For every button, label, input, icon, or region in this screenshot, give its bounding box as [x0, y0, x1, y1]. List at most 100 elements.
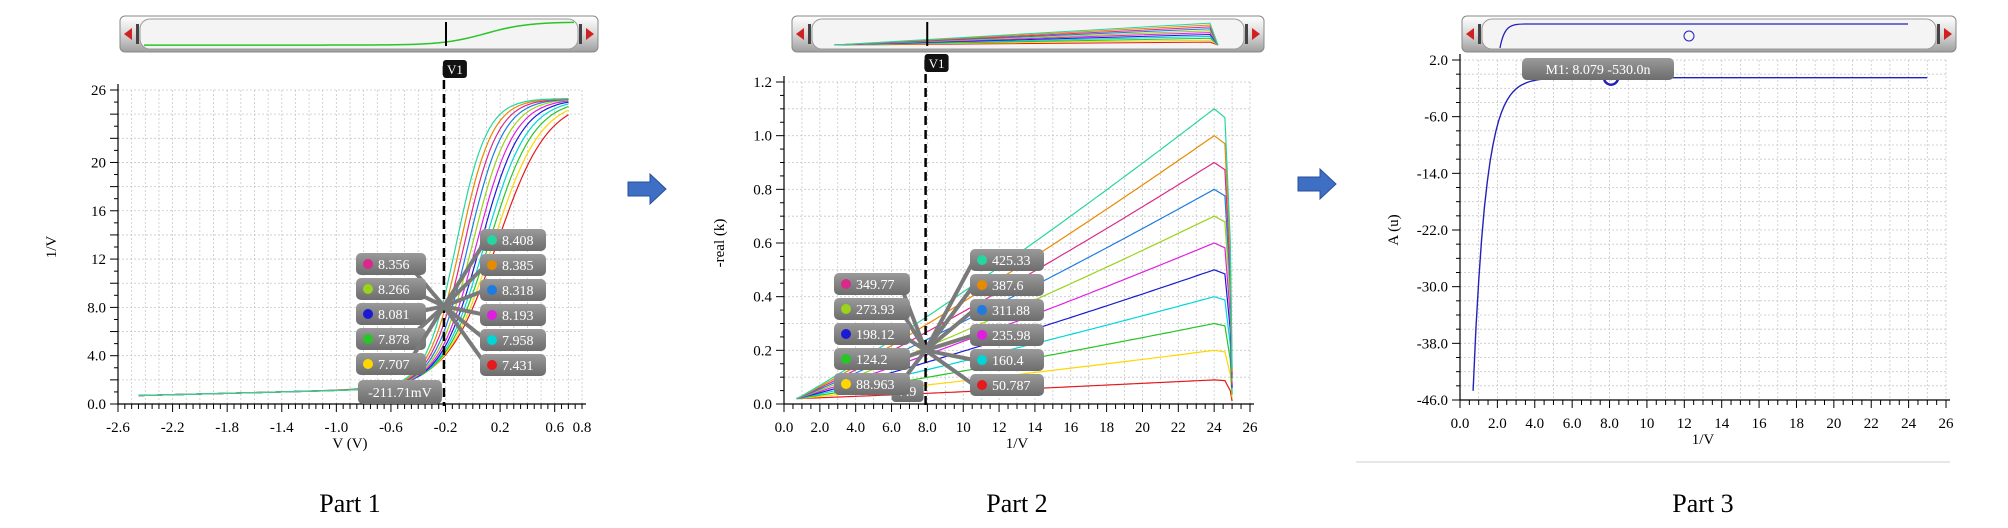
- scroll-right-icon[interactable]: [1252, 28, 1260, 40]
- label-dot-icon: [841, 354, 851, 364]
- cursor-readout-box: [357, 380, 442, 404]
- x-tick-label: 2.0: [810, 420, 829, 436]
- scroll-grip-right-icon: [579, 24, 582, 44]
- label-leader: [442, 263, 488, 308]
- series-line-s2: [138, 109, 569, 397]
- scrollbar-thumb[interactable]: [139, 18, 579, 50]
- label-dot-icon: [363, 309, 373, 319]
- overview-trace: [1499, 23, 1908, 49]
- scroll-grip-left-icon: [808, 24, 811, 44]
- label-box: [480, 229, 546, 251]
- x-axis-label: V (V): [332, 436, 367, 452]
- label-leader: [924, 333, 975, 353]
- label-value: 7.707: [378, 358, 410, 373]
- overview-scrollbar[interactable]: [791, 15, 1265, 53]
- x-tick-label: 16: [1063, 420, 1079, 436]
- overview-cursor: [445, 22, 447, 46]
- y-tick-label: 2.0: [1429, 53, 1448, 69]
- label-dot-icon: [487, 285, 497, 295]
- x-tick-label: -1.8: [215, 420, 239, 436]
- label-box: [834, 323, 910, 345]
- x-minor-ticks: [117, 404, 583, 412]
- label-box: [834, 348, 910, 370]
- x-tick-label: 22: [1171, 420, 1186, 436]
- x-tick-label: 18: [1789, 416, 1804, 432]
- label-value: 8.385: [502, 259, 534, 274]
- x-tick-label: 22: [1864, 416, 1879, 432]
- scroll-right-icon[interactable]: [586, 28, 594, 40]
- x-tick-label: -0.6: [379, 420, 403, 436]
- label-value: 349.77: [856, 278, 895, 293]
- series-line-s11: [138, 98, 569, 397]
- marker-label: M1: 8.079 -530.0n: [1546, 63, 1651, 78]
- value-labels: 8.356 8.266 8.081 7.878 7.707 8.408 8.385 8.318…: [356, 229, 546, 376]
- label-box: [970, 324, 1044, 346]
- y-tick-label: -46.0: [1417, 393, 1448, 409]
- panel-3: 0.0 2.0 4.0 6.0 8.0 10 12 14 16 18 20 22 24 26 2.0 -6.0…: [1356, 15, 1957, 518]
- overview-scrollbar[interactable]: [1461, 15, 1957, 53]
- label-leader: [442, 305, 488, 367]
- arrow-right-icon: [627, 172, 667, 206]
- label-leader: [442, 238, 488, 308]
- x-axis-label: 1/V: [1692, 432, 1715, 448]
- y-tick-label: -22.0: [1417, 223, 1448, 239]
- y-tick-label: 0.6: [753, 236, 772, 252]
- cursor-readout: -211.71mV: [368, 386, 432, 401]
- scroll-left-icon[interactable]: [796, 28, 804, 40]
- x-tick-label: 0.6: [545, 420, 564, 436]
- label-value: 88.963: [856, 378, 895, 393]
- y-tick-label: -14.0: [1417, 166, 1448, 182]
- label-leader: [925, 348, 975, 362]
- scroll-grip-left-icon: [1478, 24, 1481, 44]
- scroll-left-icon[interactable]: [1466, 28, 1474, 40]
- x-tick-label: 0.0: [1451, 416, 1470, 432]
- overview-marker-icon: [1683, 30, 1695, 42]
- y-axis-label: -real (k): [712, 219, 728, 268]
- cursor-label: V1: [929, 56, 945, 71]
- y-tick-label: 1.2: [753, 75, 772, 91]
- label-dot-icon: [977, 380, 987, 390]
- x-tick-label: -1.4: [270, 420, 294, 436]
- y-tick-label: 0.0: [753, 397, 772, 413]
- label-dot-icon: [977, 255, 987, 265]
- y-tick-label: 0.4: [753, 290, 772, 306]
- label-dot-icon: [841, 329, 851, 339]
- overview-cursor: [926, 22, 929, 46]
- label-dot-icon: [841, 379, 851, 389]
- label-value: 7.878: [378, 333, 410, 348]
- label-box: [970, 249, 1044, 271]
- scroll-left-icon[interactable]: [124, 28, 132, 40]
- panel-caption: Part 2: [986, 489, 1047, 518]
- panel-1: -2.6 -2.2 -1.8 -1.4 -1.0 -0.6 -0.2 0.2 0.6 0.8 0.0…: [44, 15, 599, 518]
- overview-scrollbar[interactable]: [119, 15, 599, 53]
- label-value: 50.787: [992, 379, 1031, 394]
- label-value: 311.88: [992, 304, 1030, 319]
- label-box: [480, 279, 546, 301]
- label-dot-icon: [977, 305, 987, 315]
- label-value: 425.33: [992, 254, 1031, 269]
- y-tick-label: -30.0: [1417, 280, 1448, 296]
- label-value: 7.431: [502, 359, 534, 374]
- scroll-right-icon[interactable]: [1944, 28, 1952, 40]
- x-tick-label: 20: [1135, 420, 1150, 436]
- y-minor-ticks: [110, 89, 118, 405]
- cursor-tag[interactable]: [924, 54, 949, 72]
- cursor-tag[interactable]: [442, 60, 467, 78]
- x-tick-label: 20: [1826, 416, 1841, 432]
- x-tick-label: -1.0: [324, 420, 348, 436]
- label-box: [480, 329, 546, 351]
- label-box: [970, 349, 1044, 371]
- y-tick-label: 16: [91, 204, 107, 220]
- marker-label-box: [1522, 58, 1674, 80]
- panel-caption: Part 3: [1672, 489, 1733, 518]
- x-tick-label: 14: [1027, 420, 1043, 436]
- x-tick-label: -0.2: [434, 420, 458, 436]
- label-box: [970, 299, 1044, 321]
- x-tick-label: 18: [1099, 420, 1114, 436]
- label-value: 8.318: [502, 284, 534, 299]
- label-value: 8.356: [378, 258, 410, 273]
- scrollbar-thumb[interactable]: [1481, 18, 1937, 50]
- panel-caption: Part 1: [319, 489, 380, 518]
